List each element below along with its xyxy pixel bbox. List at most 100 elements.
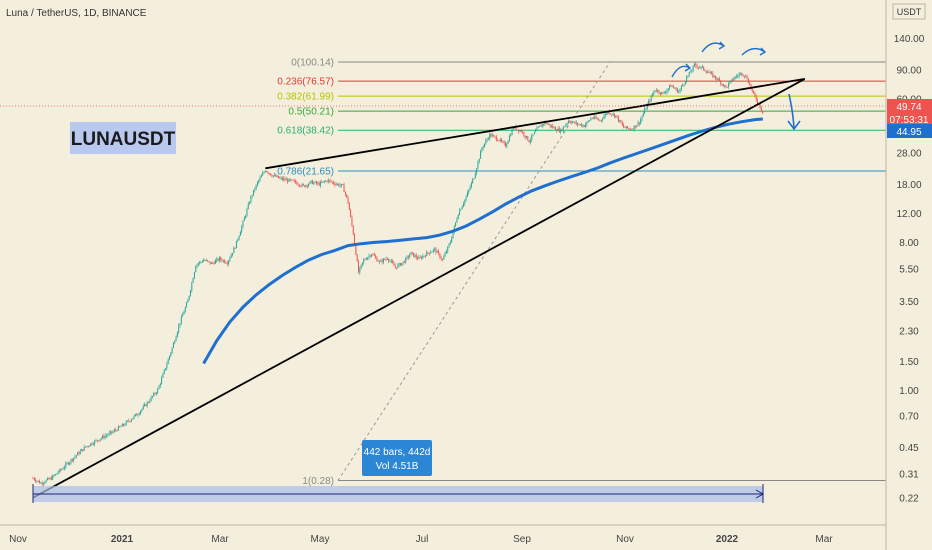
candle-body	[447, 246, 449, 252]
trendlines[interactable]	[32, 78, 806, 499]
candle-body	[58, 469, 60, 473]
candle-body	[495, 136, 497, 140]
candle-body	[725, 85, 727, 87]
candle-body	[392, 261, 394, 264]
trendline-upper-resistance[interactable]	[265, 78, 805, 170]
price-unit[interactable]: USDT	[897, 7, 922, 17]
candle-body	[312, 180, 314, 185]
candle-body	[87, 446, 89, 447]
candle-body	[213, 262, 215, 264]
candle-body	[730, 79, 732, 82]
candle-body	[520, 130, 522, 132]
candle-body	[217, 258, 219, 261]
candle-body	[108, 432, 110, 435]
candle-body	[612, 113, 614, 115]
candle-body	[272, 175, 274, 177]
candle-body	[554, 127, 556, 130]
price-axis[interactable]	[886, 0, 932, 550]
candle-body	[673, 86, 674, 88]
candle-body	[226, 263, 228, 265]
candle-body	[205, 260, 207, 262]
candle-body	[274, 174, 275, 176]
candle-body	[440, 257, 442, 260]
time-tick-label: 2022	[716, 534, 739, 545]
time-axis-ticks: Nov 2021 Mar May Jul Sep Nov 2022 Mar	[9, 534, 833, 545]
candle-body	[259, 177, 261, 181]
candle-body	[600, 119, 602, 121]
candle-body	[644, 108, 646, 114]
candle-body	[705, 71, 707, 73]
candle-body	[569, 120, 571, 123]
candle-body	[174, 341, 176, 344]
arc-arrow-annotation	[718, 41, 726, 50]
candle-body	[360, 264, 362, 268]
candle-body	[50, 477, 52, 480]
candle-body	[355, 244, 357, 255]
candle-body	[233, 247, 235, 254]
candle-body	[729, 81, 731, 84]
candle-body	[369, 255, 371, 257]
candle-body	[99, 439, 101, 441]
candle-body	[159, 383, 161, 386]
candle-body	[281, 177, 283, 180]
candle-body	[224, 260, 226, 263]
candle-body	[70, 459, 72, 463]
candle-body	[473, 178, 475, 180]
candle-body	[190, 290, 191, 296]
candle-body	[442, 259, 443, 260]
time-tick-label: Nov	[9, 534, 27, 545]
candle-body	[535, 130, 537, 132]
candle-body	[54, 474, 56, 476]
candle-body	[347, 197, 349, 203]
candle-body	[81, 449, 83, 452]
candle-body	[403, 261, 405, 263]
candle-body	[519, 130, 521, 132]
candle-body	[507, 140, 509, 144]
price-unit-box[interactable]	[892, 3, 926, 20]
trendline-lower-support[interactable]	[32, 78, 806, 499]
candle-body	[472, 179, 474, 183]
price-tick-label: 12.00	[896, 209, 921, 220]
candle-body	[325, 180, 327, 182]
candle-body	[679, 89, 681, 92]
candle-body	[321, 182, 323, 183]
candle-body	[346, 194, 348, 198]
candle-body	[676, 88, 678, 93]
price-tick-label: 0.70	[899, 411, 919, 422]
fib-level-label: 0.618(38.42)	[277, 126, 334, 137]
candle-body	[653, 91, 655, 95]
candle-body	[182, 314, 184, 317]
candle-body	[56, 473, 58, 475]
candle-body	[515, 126, 517, 130]
candle-body	[314, 181, 316, 183]
candle-body	[334, 183, 336, 185]
candle-body	[235, 240, 237, 249]
candle-body	[229, 258, 231, 261]
candle-body	[184, 307, 186, 313]
candle-body	[754, 92, 756, 97]
candle-body	[607, 111, 609, 114]
time-tick-label: May	[311, 534, 330, 545]
candle-body	[300, 185, 302, 187]
candle-body	[74, 456, 76, 458]
symbol-label: LUNAUSDT	[71, 129, 176, 150]
candle-body	[501, 139, 503, 142]
candle-body	[634, 125, 636, 128]
candle-body	[94, 440, 96, 445]
candle-body	[218, 257, 220, 261]
candle-body	[73, 457, 75, 461]
candle-body	[111, 431, 113, 433]
candle-body	[380, 260, 382, 262]
candle-body	[562, 126, 564, 132]
candle-body	[375, 255, 377, 258]
candle-body	[212, 262, 214, 264]
candle-body	[657, 90, 659, 92]
price-tick-label: 0.31	[899, 469, 919, 480]
candle-body	[138, 413, 140, 415]
candle-body	[536, 127, 538, 131]
candle-body	[692, 65, 694, 71]
candle-body	[498, 140, 500, 142]
candle-body	[293, 180, 295, 182]
candle-body	[665, 92, 667, 94]
